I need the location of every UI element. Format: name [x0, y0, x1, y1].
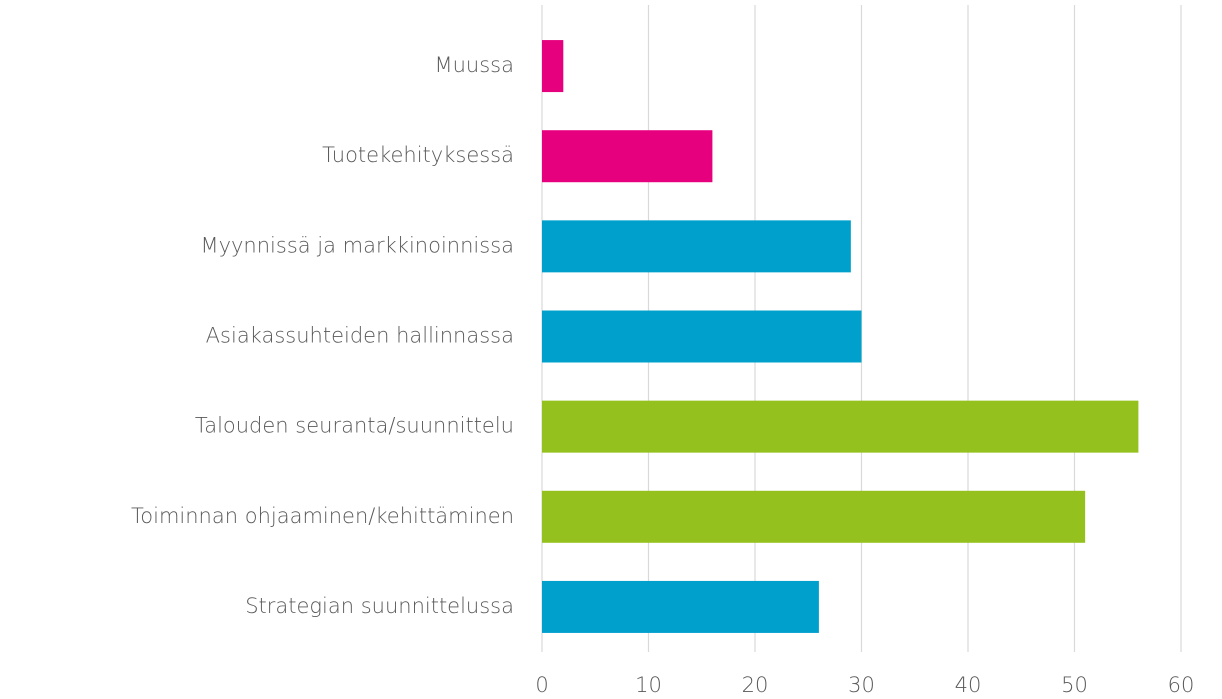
x-tick-label: 20 — [742, 673, 769, 697]
y-tick-label: Asiakassuhteiden hallinnassa — [206, 324, 514, 348]
x-tick-label: 40 — [955, 673, 982, 697]
bar — [542, 220, 851, 273]
x-tick-label: 50 — [1061, 673, 1088, 697]
y-tick-label: Talouden seuranta/suunnittelu — [195, 414, 514, 438]
bar — [542, 580, 819, 633]
bar — [542, 130, 713, 183]
x-tick-label: 0 — [535, 673, 548, 697]
x-tick-label: 10 — [635, 673, 662, 697]
bar — [542, 40, 564, 93]
y-tick-label: Muussa — [435, 53, 515, 77]
x-tick-label: 30 — [848, 673, 875, 697]
y-tick-label: Myynnissä ja markkinoinnissa — [200, 233, 514, 257]
bar — [542, 490, 1086, 543]
x-tick-label: 60 — [1168, 673, 1195, 697]
y-tick-label: Toiminnan ohjaaminen/kehittäminen — [131, 504, 514, 528]
y-tick-label: Tuotekehityksessä — [322, 143, 514, 167]
bar — [542, 400, 1139, 453]
y-tick-label: Strategian suunnittelussa — [245, 594, 514, 618]
bar — [542, 310, 862, 363]
